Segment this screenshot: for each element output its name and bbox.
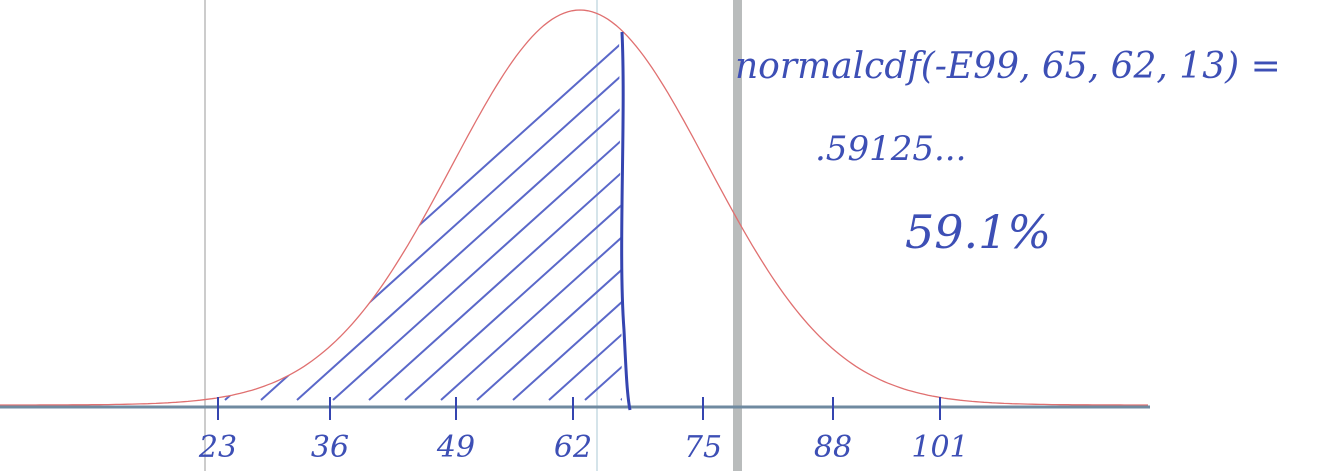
hatch-line <box>368 12 622 401</box>
hatch-line <box>296 12 622 401</box>
annotation-line: 59.1% <box>905 205 1051 259</box>
cutoff-line <box>620 31 632 411</box>
hatch-line <box>476 12 622 401</box>
page-fold <box>733 0 742 471</box>
normal-curve <box>0 9 1148 406</box>
tick-label: 101 <box>911 430 968 465</box>
tick-label: 88 <box>814 430 852 465</box>
annotation-line: normalcdf(-E99, 65, 62, 13) = <box>735 46 1281 87</box>
hatch-line <box>548 12 622 401</box>
tick-label: 75 <box>684 430 722 465</box>
hatch-line <box>512 12 622 401</box>
tick-label: 36 <box>311 430 349 465</box>
hatch-line <box>332 12 622 401</box>
tick-label: 49 <box>436 430 475 465</box>
annotation-line: .59125... <box>815 129 966 169</box>
ticks: 23 36 49 62 75 88 101 <box>198 397 969 465</box>
tick-label: 23 <box>198 430 237 465</box>
hatch-line <box>440 12 622 401</box>
hatch-line <box>404 12 622 401</box>
tick-label: 62 <box>554 430 592 465</box>
